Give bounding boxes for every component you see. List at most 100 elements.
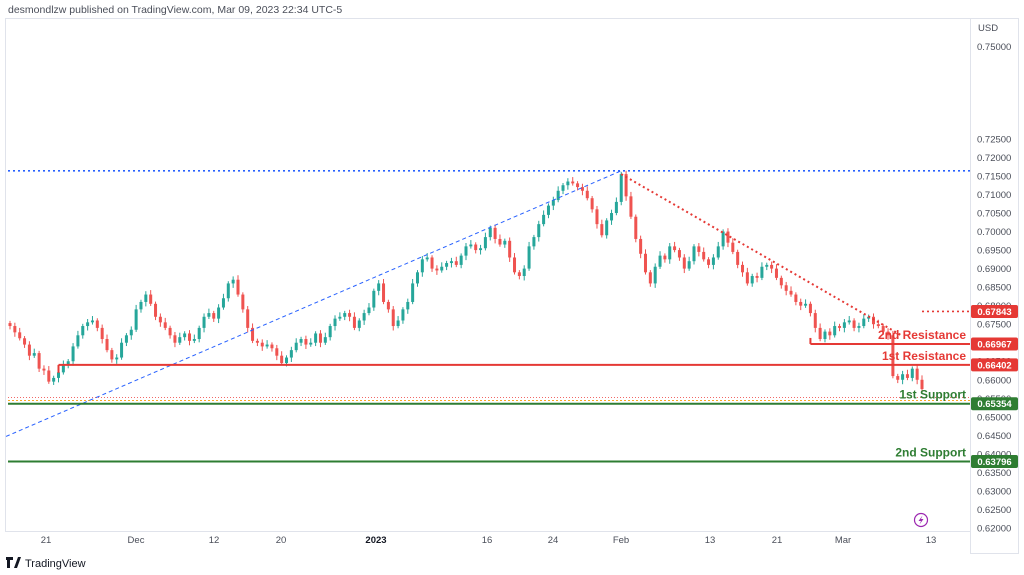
candle-body	[420, 259, 424, 273]
candle-body	[454, 261, 458, 265]
candle-body	[842, 322, 846, 328]
candle-body	[299, 339, 303, 343]
y-tick-label: 0.62500	[977, 505, 1011, 516]
price-marker[interactable]: 0.67843	[971, 304, 1018, 318]
tradingview-logo-icon	[6, 557, 21, 568]
candle-body	[862, 318, 866, 327]
candle-body	[289, 350, 293, 358]
price-marker-label: 0.66967	[977, 339, 1011, 350]
candle-body	[372, 290, 376, 308]
candle-body	[57, 372, 61, 378]
candle-body	[833, 326, 837, 336]
candle-body	[197, 327, 201, 340]
candle-body	[629, 196, 633, 217]
tradingview-logo: TradingView	[6, 557, 86, 570]
candle-body	[770, 264, 774, 269]
time-axis[interactable]: 21 Dec 12 20 2023 16 24 Feb 13 21 Mar 13	[41, 535, 937, 546]
candle-body	[241, 294, 245, 310]
y-tick-label: 0.69500	[977, 246, 1011, 257]
candle-body	[794, 294, 798, 302]
candle-body	[653, 266, 657, 284]
candle-body	[304, 339, 308, 345]
price-marker[interactable]: 0.65354	[971, 397, 1018, 411]
candle-body	[86, 322, 90, 327]
candle-body	[590, 198, 594, 210]
x-tick-label: 12	[209, 535, 220, 546]
candle-body	[95, 320, 99, 328]
price-marker-bg	[971, 358, 1018, 372]
price-marker[interactable]: 0.66402	[971, 358, 1018, 372]
candle-body	[280, 355, 284, 364]
candle-body	[624, 174, 628, 197]
candle-body	[90, 320, 94, 323]
candle-body	[352, 316, 356, 328]
candle-body	[580, 187, 584, 191]
candle-body	[779, 277, 783, 286]
candle-body	[401, 309, 405, 321]
y-tick-label: 0.70500	[977, 209, 1011, 220]
candle-body	[726, 231, 730, 243]
candle-body	[348, 313, 352, 317]
currency-label: USD	[978, 23, 998, 34]
candle-body	[920, 379, 924, 390]
candle-body	[183, 333, 187, 338]
candle-body	[721, 231, 725, 247]
candle-body	[765, 264, 769, 267]
zone-label: 2nd Resistance	[878, 328, 966, 342]
price-marker[interactable]: 0.63796	[971, 454, 1018, 468]
candle-body	[246, 309, 250, 328]
candle-body	[546, 205, 550, 215]
candle-body	[294, 342, 298, 351]
candle-body	[799, 301, 803, 306]
candle-body	[508, 240, 512, 258]
candle-body	[711, 257, 715, 265]
y-tick-label: 0.63000	[977, 486, 1011, 497]
candle-body	[585, 190, 589, 199]
y-tick-label: 0.75000	[977, 42, 1011, 53]
candle-body	[396, 320, 400, 327]
y-tick-label: 0.69000	[977, 264, 1011, 275]
candle-body	[32, 353, 36, 356]
y-tick-label: 0.72000	[977, 153, 1011, 164]
price-marker-bg	[971, 337, 1018, 351]
candle-body	[542, 214, 546, 225]
trendline	[620, 173, 904, 337]
candle-body	[692, 246, 696, 262]
candle-body	[158, 316, 162, 323]
price-marker-label: 0.67843	[977, 307, 1011, 318]
lightning-icon[interactable]	[913, 512, 929, 528]
candle-body	[18, 332, 22, 339]
candle-body	[886, 331, 890, 336]
candle-body	[144, 294, 148, 302]
candle-body	[105, 339, 109, 351]
candle-body	[813, 313, 817, 328]
price-marker-label: 0.65354	[977, 399, 1012, 410]
candle-body	[415, 272, 419, 284]
x-tick-label: 13	[705, 535, 716, 546]
candle-body	[52, 377, 56, 382]
candle-body	[784, 285, 788, 291]
candle-body	[639, 238, 643, 254]
published-caption: desmondlzw published on TradingView.com,…	[8, 4, 342, 16]
x-tick-label: 2023	[365, 535, 386, 546]
candle-body	[323, 337, 327, 343]
candle-body	[110, 350, 114, 360]
price-marker[interactable]: 0.66967	[971, 337, 1018, 351]
candle-body	[42, 368, 46, 371]
x-tick-label: Dec	[128, 535, 145, 546]
candle-body	[741, 264, 745, 273]
candle-body	[207, 313, 211, 317]
candle-body	[673, 246, 677, 251]
candle-body	[318, 333, 322, 343]
candle-body	[382, 283, 386, 302]
candle-body	[808, 303, 812, 314]
candle-body	[789, 290, 793, 295]
candle-body	[658, 255, 662, 267]
candle-body	[532, 237, 536, 247]
y-tick-label: 0.71500	[977, 171, 1011, 182]
candle-body	[847, 320, 851, 323]
candle-body	[168, 327, 172, 336]
x-tick-label: 21	[41, 535, 52, 546]
